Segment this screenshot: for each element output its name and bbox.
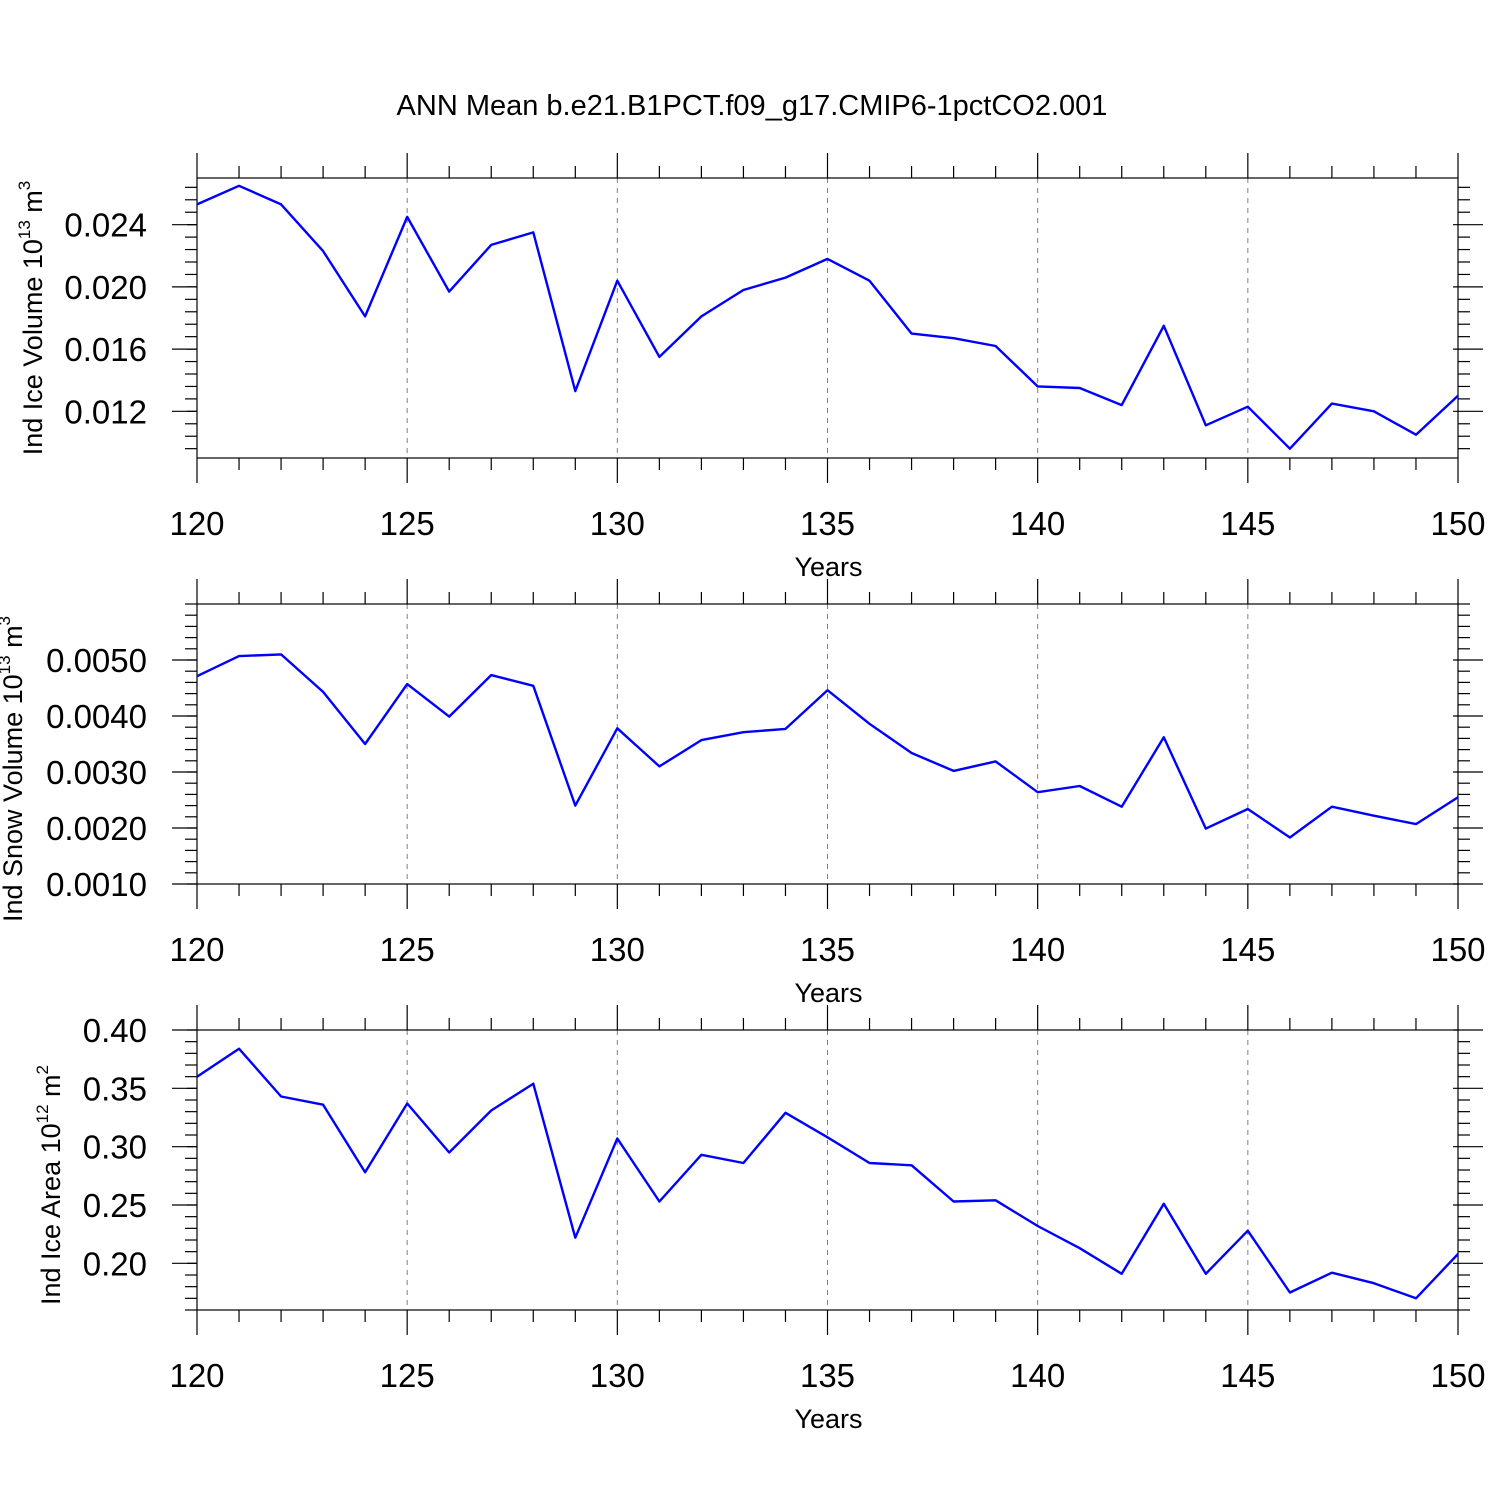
y-tick-label: 0.024 bbox=[64, 207, 147, 244]
y-tick-label: 0.0040 bbox=[46, 698, 147, 735]
y-axis-label: Ind Snow Volume 1013 m3 bbox=[0, 616, 28, 922]
x-tick-label: 145 bbox=[1220, 1357, 1275, 1394]
panels: 120 125 130 135 140 145 150 0.012 0.016 0.020 0.02… bbox=[0, 153, 1486, 1434]
x-tick-label: 120 bbox=[169, 931, 224, 968]
x-axis-label: Years bbox=[794, 1404, 862, 1434]
x-tick-label: 135 bbox=[800, 1357, 855, 1394]
y-tick-label: 0.020 bbox=[64, 269, 147, 306]
y-tick-label: 0.0020 bbox=[46, 810, 147, 847]
x-tick-label: 150 bbox=[1430, 1357, 1485, 1394]
x-tick-label: 120 bbox=[169, 505, 224, 542]
x-tick-label: 130 bbox=[590, 505, 645, 542]
x-tick-label: 125 bbox=[380, 931, 435, 968]
chart-title: ANN Mean b.e21.B1PCT.f09_g17.CMIP6-1pctC… bbox=[397, 90, 1108, 122]
x-axis-label: Years bbox=[794, 978, 862, 1008]
y-tick-label: 0.0030 bbox=[46, 754, 147, 791]
x-tick-label: 125 bbox=[380, 1357, 435, 1394]
series-line bbox=[196, 184, 1459, 450]
x-tick-label: 120 bbox=[169, 1357, 224, 1394]
panel-1: 120 125 130 135 140 145 150 0.012 0.016 0.020 0.02… bbox=[15, 153, 1486, 582]
y-tick-label: 0.25 bbox=[83, 1187, 147, 1224]
x-tick-label: 135 bbox=[800, 931, 855, 968]
x-tick-label: 140 bbox=[1010, 1357, 1065, 1394]
x-tick-label: 125 bbox=[380, 505, 435, 542]
y-tick-label: 0.40 bbox=[83, 1012, 147, 1049]
y-tick-label: 0.016 bbox=[64, 331, 147, 368]
y-tick-label: 0.20 bbox=[83, 1245, 147, 1282]
panel-3: 120 125 130 135 140 145 150 0.20 0.25 0.30 0.35 0.4… bbox=[33, 1005, 1486, 1434]
x-tick-label: 150 bbox=[1430, 931, 1485, 968]
x-tick-label: 145 bbox=[1220, 505, 1275, 542]
series-line bbox=[196, 653, 1459, 839]
y-tick-label: 0.30 bbox=[83, 1129, 147, 1166]
panel-2: 120 125 130 135 140 145 150 0.0010 0.0020 0.0030 0… bbox=[0, 579, 1486, 1008]
series-line bbox=[196, 1047, 1459, 1300]
x-tick-label: 140 bbox=[1010, 931, 1065, 968]
y-axis-label: Ind Ice Volume 1013 m3 bbox=[15, 181, 48, 456]
y-tick-label: 0.012 bbox=[64, 393, 147, 430]
x-tick-label: 130 bbox=[590, 1357, 645, 1394]
y-tick-label: 0.35 bbox=[83, 1070, 147, 1107]
x-tick-label: 130 bbox=[590, 931, 645, 968]
x-tick-label: 150 bbox=[1430, 505, 1485, 542]
y-tick-label: 0.0010 bbox=[46, 866, 147, 903]
x-axis-label: Years bbox=[794, 552, 862, 582]
x-tick-label: 140 bbox=[1010, 505, 1065, 542]
y-tick-label: 0.0050 bbox=[46, 642, 147, 679]
y-axis-label: Ind Ice Area 1012 m2 bbox=[33, 1065, 66, 1305]
x-tick-label: 145 bbox=[1220, 931, 1275, 968]
x-tick-label: 135 bbox=[800, 505, 855, 542]
